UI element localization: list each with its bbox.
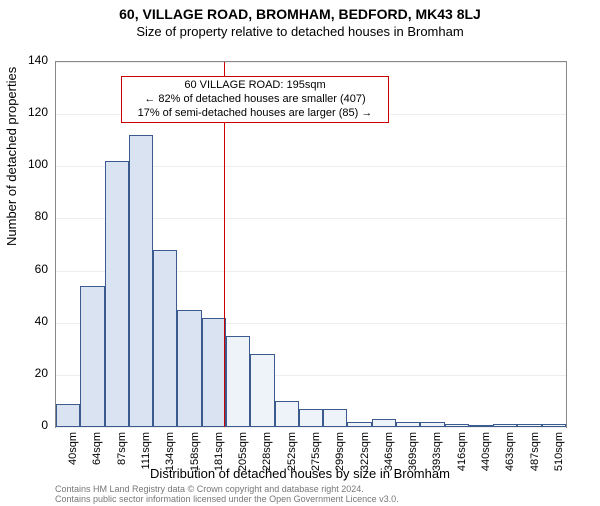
y-tick-label: 140 bbox=[8, 53, 48, 67]
grid-line bbox=[56, 62, 566, 63]
x-tick-label: 134sqm bbox=[164, 432, 176, 472]
x-tick-label: 299sqm bbox=[334, 432, 346, 472]
page-subtitle: Size of property relative to detached ho… bbox=[0, 24, 600, 39]
x-tick-label: 369sqm bbox=[407, 432, 419, 472]
x-tick-label: 40sqm bbox=[67, 432, 79, 472]
x-tick-label: 158sqm bbox=[189, 432, 201, 472]
histogram-bar bbox=[323, 409, 347, 427]
x-tick-label: 87sqm bbox=[116, 432, 128, 472]
x-tick-label: 111sqm bbox=[140, 432, 152, 472]
histogram-bar bbox=[80, 286, 104, 427]
histogram-bar bbox=[445, 424, 469, 427]
y-tick-label: 40 bbox=[8, 314, 48, 328]
annotation-line: 17% of semi-detached houses are larger (… bbox=[126, 107, 384, 121]
histogram-bar bbox=[517, 424, 541, 427]
x-tick-label: 416sqm bbox=[456, 432, 468, 472]
x-tick-label: 64sqm bbox=[91, 432, 103, 472]
y-tick-label: 80 bbox=[8, 209, 48, 223]
footer-attribution: Contains HM Land Registry data © Crown c… bbox=[55, 484, 399, 505]
x-tick-label: 228sqm bbox=[261, 432, 273, 472]
y-tick-label: 60 bbox=[8, 262, 48, 276]
histogram-bar bbox=[347, 422, 371, 427]
x-tick-label: 205sqm bbox=[237, 432, 249, 472]
footer-line-1: Contains HM Land Registry data © Crown c… bbox=[55, 484, 399, 494]
x-tick-label: 181sqm bbox=[213, 432, 225, 472]
histogram-bar bbox=[493, 424, 517, 427]
x-tick-label: 275sqm bbox=[310, 432, 322, 472]
histogram-bar bbox=[420, 422, 444, 427]
annotation-line: 60 VILLAGE ROAD: 195sqm bbox=[126, 79, 384, 93]
y-tick-label: 100 bbox=[8, 157, 48, 171]
chart-plot-area: 60 VILLAGE ROAD: 195sqm← 82% of detached… bbox=[55, 61, 567, 428]
annotation-line: ← 82% of detached houses are smaller (40… bbox=[126, 93, 384, 107]
x-tick-label: 322sqm bbox=[359, 432, 371, 472]
x-tick-label: 393sqm bbox=[431, 432, 443, 472]
histogram-bar bbox=[226, 336, 250, 427]
histogram-bar bbox=[275, 401, 299, 427]
histogram-bar bbox=[105, 161, 129, 427]
histogram-bar bbox=[542, 424, 566, 427]
histogram-bar bbox=[153, 250, 177, 427]
histogram-bar bbox=[372, 419, 396, 427]
y-tick-label: 20 bbox=[8, 366, 48, 380]
x-tick-label: 346sqm bbox=[383, 432, 395, 472]
histogram-bar bbox=[177, 310, 201, 427]
y-tick-label: 0 bbox=[8, 418, 48, 432]
x-tick-label: 463sqm bbox=[504, 432, 516, 472]
x-tick-label: 252sqm bbox=[286, 432, 298, 472]
histogram-bar bbox=[469, 425, 493, 427]
histogram-bar bbox=[250, 354, 274, 427]
x-tick-label: 510sqm bbox=[553, 432, 565, 472]
histogram-bar bbox=[202, 318, 226, 428]
histogram-bar bbox=[396, 422, 420, 427]
page-title: 60, VILLAGE ROAD, BROMHAM, BEDFORD, MK43… bbox=[0, 6, 600, 22]
grid-line bbox=[56, 427, 566, 428]
x-tick-label: 487sqm bbox=[529, 432, 541, 472]
histogram-bar bbox=[299, 409, 323, 427]
histogram-bar bbox=[129, 135, 153, 427]
histogram-bar bbox=[56, 404, 80, 427]
y-tick-label: 120 bbox=[8, 105, 48, 119]
x-tick-label: 440sqm bbox=[480, 432, 492, 472]
annotation-callout: 60 VILLAGE ROAD: 195sqm← 82% of detached… bbox=[121, 76, 389, 123]
